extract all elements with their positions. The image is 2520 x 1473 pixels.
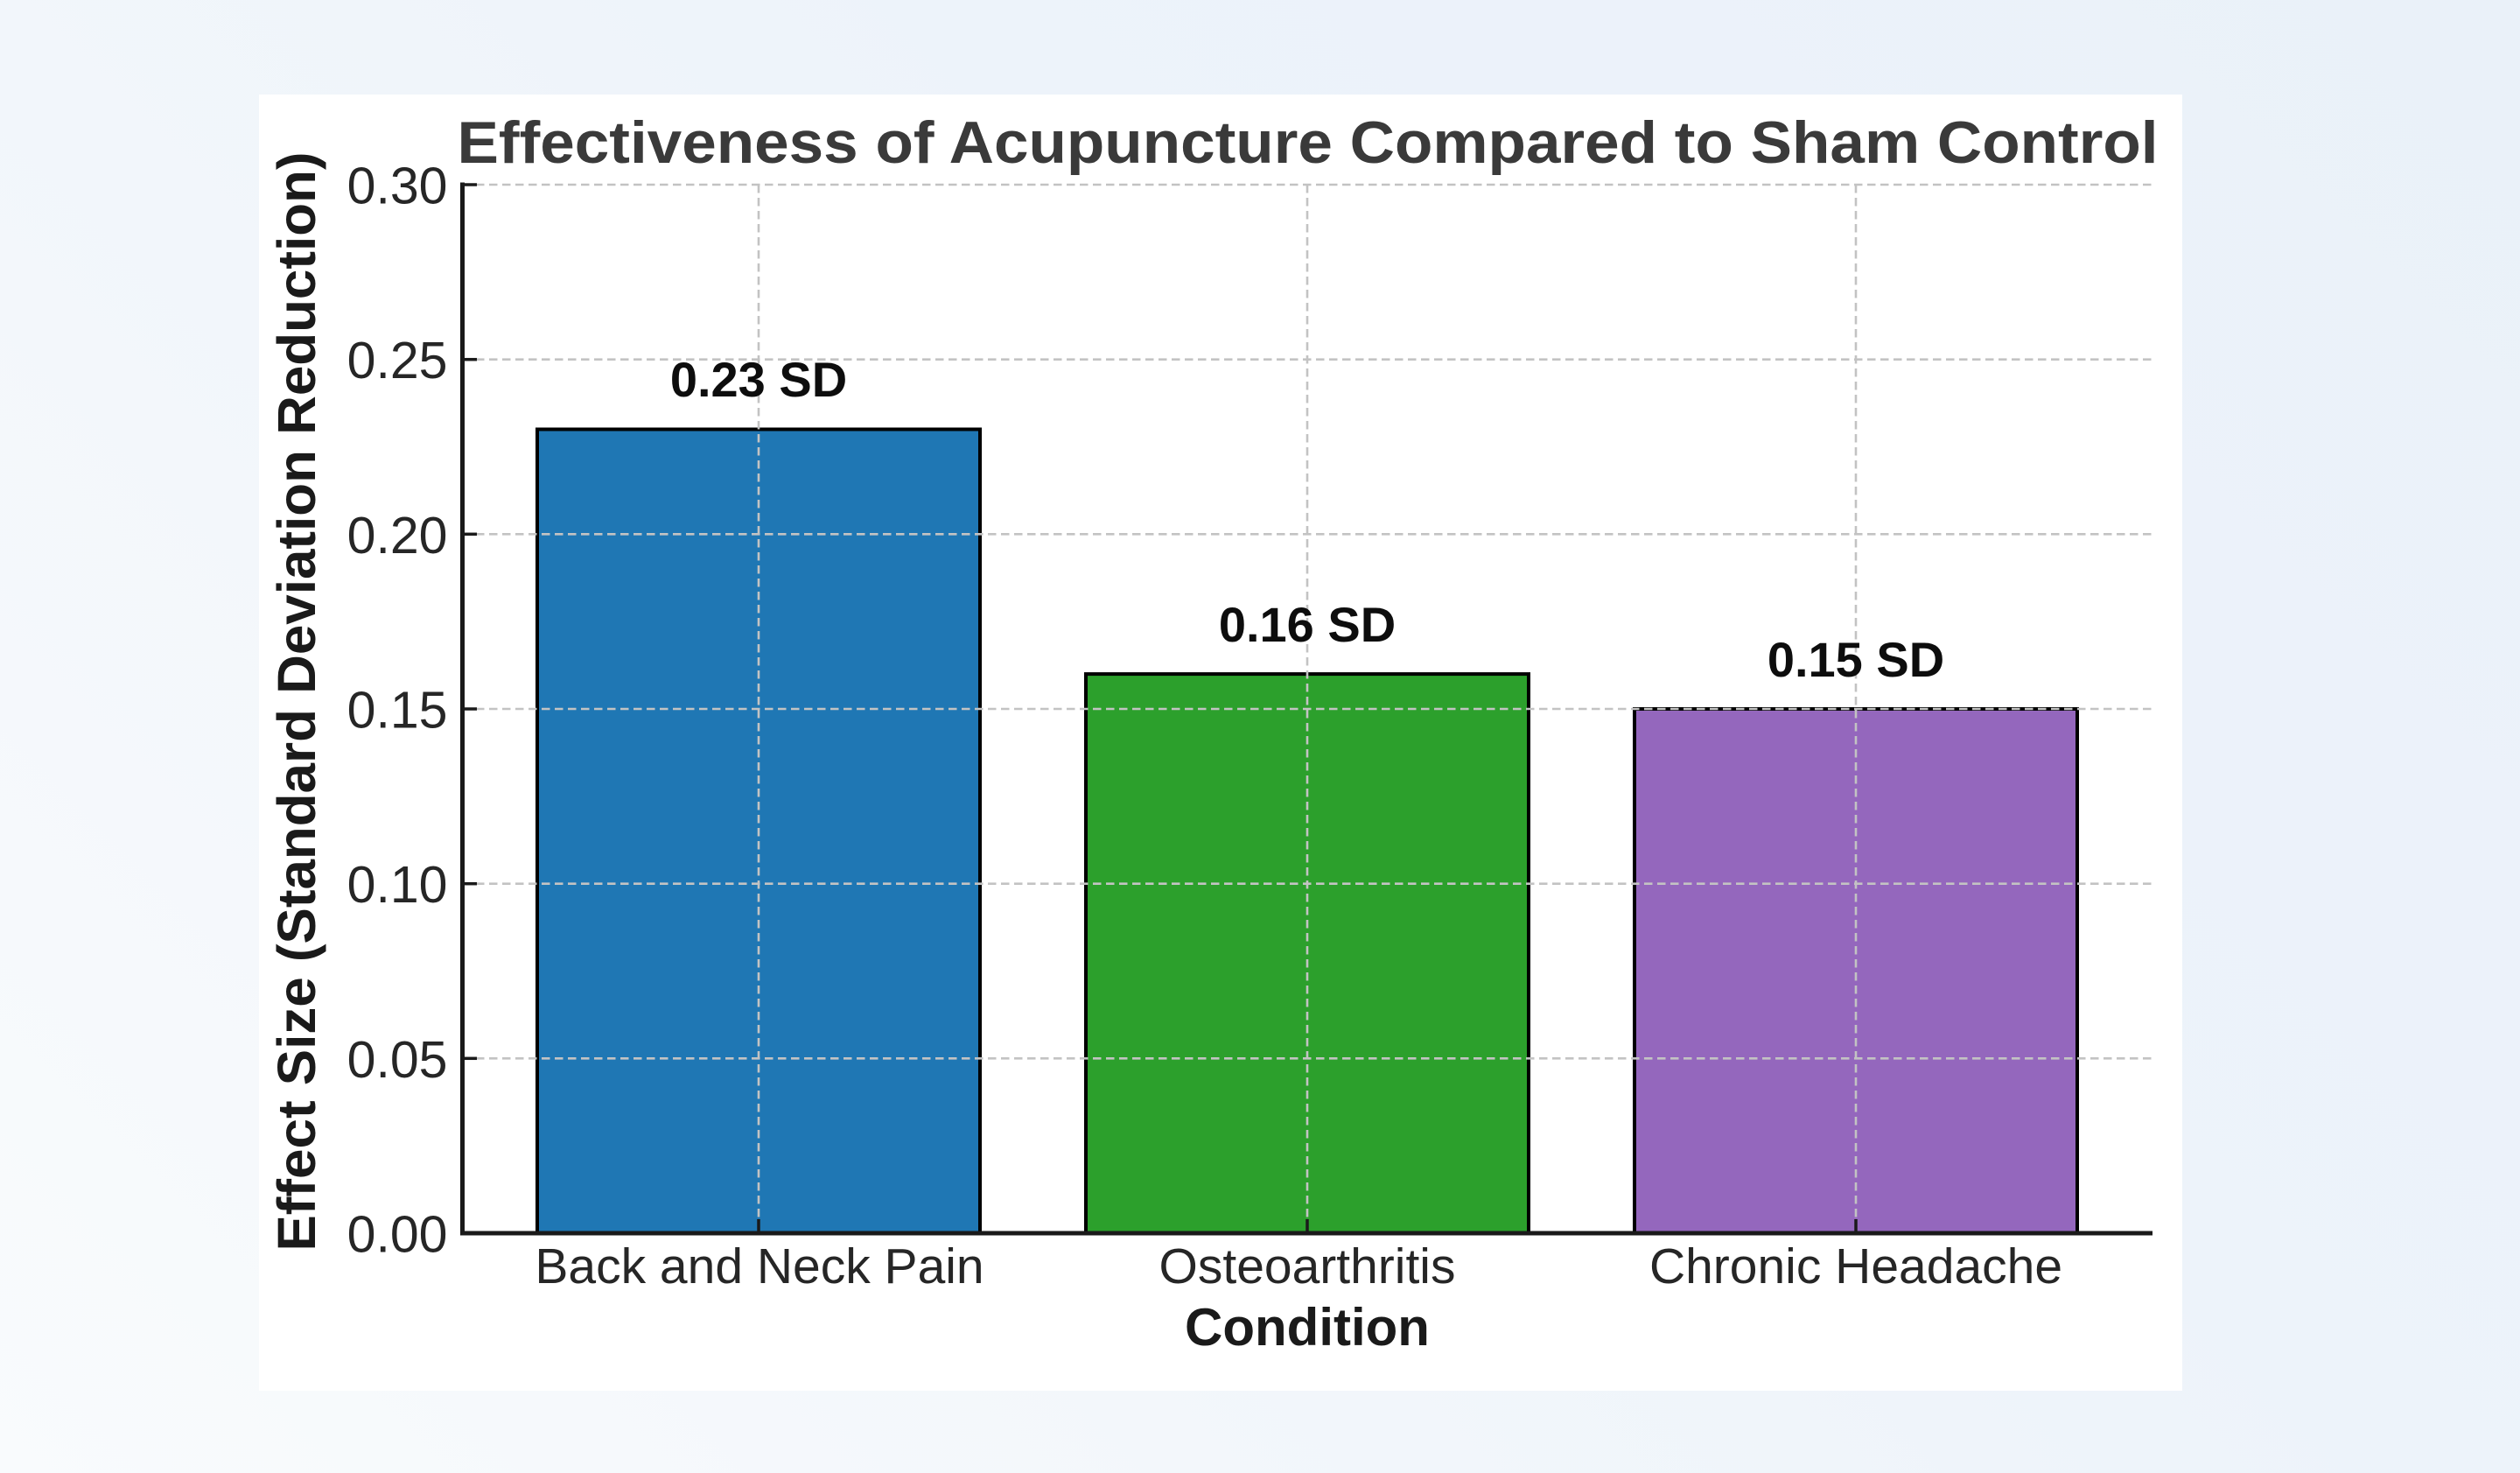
svg-text:0.30: 0.30 [347, 158, 448, 215]
svg-text:0.25: 0.25 [347, 332, 448, 389]
svg-text:0.05: 0.05 [347, 1031, 448, 1089]
svg-text:Effect Size (Standard Deviatio: Effect Size (Standard Deviation Reductio… [267, 152, 326, 1252]
svg-text:Effectiveness of Acupuncture C: Effectiveness of Acupuncture Compared to… [458, 109, 2159, 176]
svg-text:0.15 SD: 0.15 SD [1768, 632, 1944, 687]
svg-text:0.23 SD: 0.23 SD [670, 352, 847, 407]
svg-text:0.10: 0.10 [347, 856, 448, 914]
svg-text:0.15: 0.15 [347, 682, 448, 740]
svg-text:0.16 SD: 0.16 SD [1219, 597, 1396, 652]
svg-text:Osteoarthritis: Osteoarthritis [1159, 1238, 1456, 1294]
svg-text:Chronic Headache: Chronic Headache [1649, 1238, 2062, 1294]
svg-text:0.20: 0.20 [347, 507, 448, 565]
svg-text:0.00: 0.00 [347, 1206, 448, 1264]
svg-text:Back and Neck Pain: Back and Neck Pain [535, 1238, 984, 1294]
svg-text:Condition: Condition [1185, 1298, 1430, 1357]
